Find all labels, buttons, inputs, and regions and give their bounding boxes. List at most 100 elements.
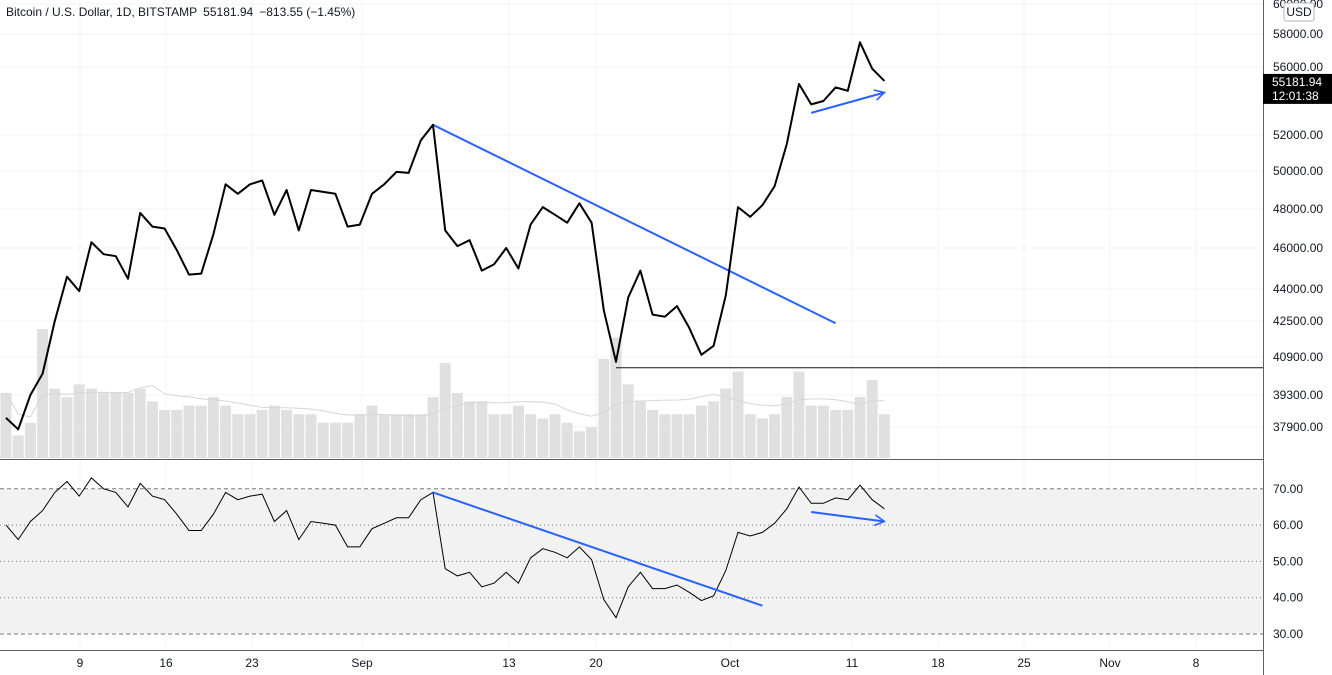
grid [0, 0, 1263, 650]
price-tick-label: 42500.00 [1273, 314, 1323, 328]
volume-bar [281, 409, 293, 458]
volume-bar [256, 409, 268, 458]
volume-bar [842, 409, 854, 458]
volume-bar [500, 414, 512, 458]
volume-bar [73, 384, 85, 458]
volume-bar [464, 401, 476, 458]
volume-bar [573, 431, 585, 458]
volume-bar [866, 380, 878, 458]
rsi-line [5, 477, 885, 619]
volume-bar [817, 405, 829, 458]
volume-bars [0, 329, 890, 458]
rsi-tick-label: 30.00 [1273, 627, 1303, 641]
volume-bar [488, 414, 500, 458]
volume-bar [268, 405, 280, 458]
volume-bar [49, 388, 61, 458]
volume-bar [183, 405, 195, 458]
volume-bar [159, 409, 171, 458]
volume-bar [403, 414, 415, 458]
rsi-tick-label: 70.00 [1273, 482, 1303, 496]
volume-bar [695, 405, 707, 458]
volume-bar [732, 371, 744, 458]
time-tick-label: Oct [721, 656, 740, 670]
volume-bar [561, 422, 573, 458]
price-tick-label: 48000.00 [1273, 202, 1323, 216]
chart-legend: Bitcoin / U.S. Dollar, 1D, BITSTAMP 55181… [6, 5, 355, 19]
price-line [5, 41, 886, 431]
volume-bar [366, 405, 378, 458]
volume-bar [744, 414, 756, 458]
volume-bar [830, 409, 842, 458]
volume-bar [610, 337, 622, 458]
volume-bar [647, 409, 659, 458]
rsi-arrow [811, 511, 885, 523]
volume-bar [805, 405, 817, 458]
time-tick-label: 20 [589, 656, 603, 670]
time-tick-label: Nov [1099, 656, 1120, 670]
time-tick-label: 9 [77, 656, 84, 670]
volume-bar [354, 414, 366, 458]
price-tick-label: 46000.00 [1273, 241, 1323, 255]
last-price-tag-value: 55181.94 [1272, 75, 1322, 89]
volume-bar [37, 329, 49, 458]
bar-countdown: 12:01:38 [1272, 89, 1319, 103]
volume-bar [293, 414, 305, 458]
volume-bar [61, 397, 73, 458]
volume-bar [195, 405, 207, 458]
volume-bar [720, 388, 732, 458]
volume-bar [756, 418, 768, 458]
price-arrow [810, 91, 885, 114]
volume-ma-line [5, 385, 885, 418]
volume-bar [85, 388, 97, 458]
price-change: −813.55 (−1.45%) [259, 5, 356, 19]
volume-bar [0, 392, 12, 458]
price-axis-bg [1263, 0, 1332, 675]
time-tick-label: 23 [245, 656, 259, 670]
rsi-trendline [432, 491, 763, 607]
volume-bar [244, 414, 256, 458]
volume-bar [512, 405, 524, 458]
time-tick-label: Sep [351, 656, 373, 670]
time-tick-label: 18 [931, 656, 945, 670]
price-tick-label: 56000.00 [1273, 60, 1323, 74]
time-tick-label: 8 [1193, 656, 1200, 670]
volume-bar [146, 401, 158, 458]
volume-bar [671, 414, 683, 458]
price-tick-label: 50000.00 [1273, 164, 1323, 178]
volume-bar [634, 401, 646, 458]
price-tick-label: 37900.00 [1273, 420, 1323, 434]
volume-bar [12, 435, 24, 458]
volume-bar [98, 392, 110, 458]
rsi-pane [0, 477, 1263, 635]
volume-bar [781, 397, 793, 458]
volume-bar [24, 422, 36, 458]
volume-bar [415, 414, 427, 458]
currency-badge [1283, 2, 1315, 22]
volume-bar [769, 414, 781, 458]
volume-bar [305, 414, 317, 458]
rsi-tick-label: 50.00 [1273, 554, 1303, 568]
last-price: 55181.94 [203, 5, 254, 19]
volume-bar [451, 392, 463, 458]
volume-bar [525, 414, 537, 458]
rsi-tick-label: 40.00 [1273, 591, 1303, 605]
volume-bar [378, 414, 390, 458]
volume-bar [878, 414, 890, 458]
volume-bar [134, 388, 146, 458]
rsi-arrow-head [873, 514, 887, 527]
volume-bar [793, 371, 805, 458]
volume-bar [342, 422, 354, 458]
price-tick-label: 58000.00 [1273, 27, 1323, 41]
volume-bar [549, 414, 561, 458]
volume-bar [317, 422, 329, 458]
price-tick-label: 44000.00 [1273, 282, 1323, 296]
time-tick-label: 11 [846, 656, 859, 670]
volume-bar [476, 401, 488, 458]
volume-bar [122, 392, 134, 458]
volume-bar [390, 414, 402, 458]
volume-bar [659, 414, 671, 458]
time-tick-label: 16 [159, 656, 173, 670]
volume-bar [439, 363, 451, 458]
